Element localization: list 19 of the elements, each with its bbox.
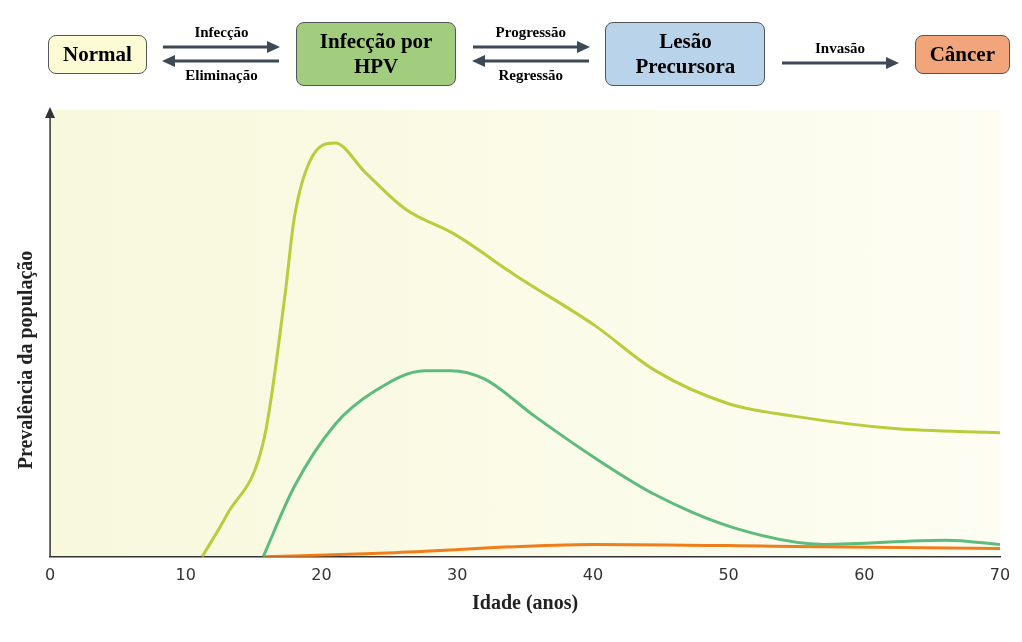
y-axis-title: Prevalência da população (13, 250, 37, 470)
text: Eliminação (185, 67, 258, 84)
x-tick-label: 20 (311, 564, 332, 584)
x-tick-label: 50 (718, 564, 739, 584)
text: Infecção (194, 24, 249, 41)
text: Normal (48, 34, 147, 74)
text: Invasão (815, 39, 866, 57)
text: Infecção por HPV (296, 22, 457, 86)
text: Câncer (914, 34, 1010, 74)
text: Lesão Precursora (605, 22, 766, 86)
text: Regressão (498, 67, 564, 84)
x-tick-label: 60 (854, 564, 875, 584)
x-tick-label: 30 (447, 564, 468, 584)
x-tick-label: 40 (582, 564, 604, 584)
x-tick-label: 10 (175, 564, 196, 584)
text: Progressão (495, 24, 566, 41)
x-axis-title: Idade (anos) (471, 591, 579, 615)
x-tick-label: 0 (45, 564, 56, 584)
x-tick-label: 70 (989, 564, 1011, 584)
